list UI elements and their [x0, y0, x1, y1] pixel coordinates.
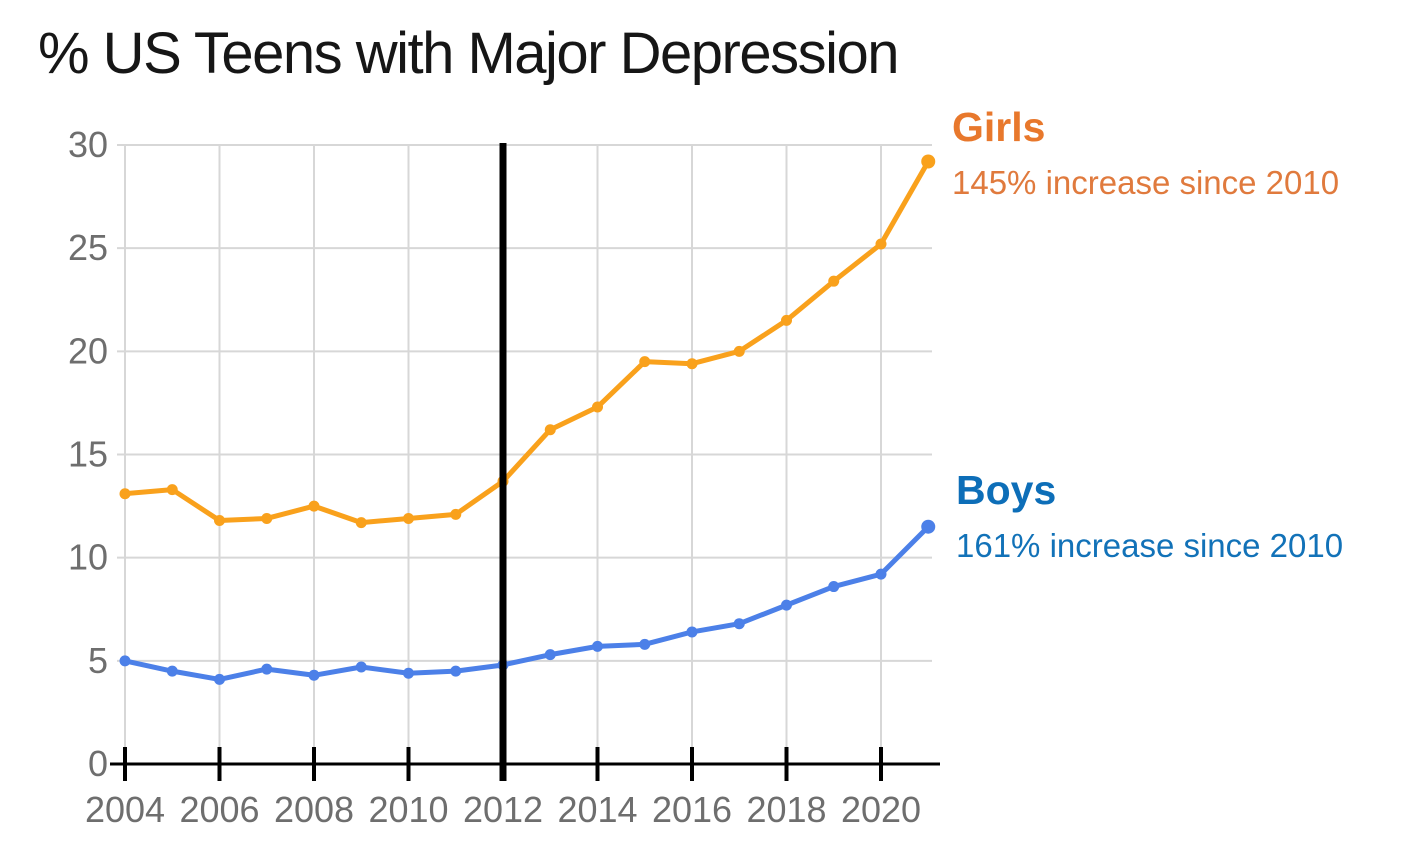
x-tick-label: 2006: [179, 789, 259, 830]
girls-data-point: [686, 358, 698, 370]
girls-data-point: [544, 424, 556, 436]
boys-data-point: [450, 665, 462, 677]
y-tick-label: 15: [68, 434, 108, 475]
boys-data-point: [119, 655, 131, 667]
x-tick-label: 2004: [85, 789, 165, 830]
boys-data-point: [639, 638, 651, 650]
x-tick-label: 2014: [557, 789, 637, 830]
boys-data-point: [781, 599, 792, 611]
girls-data-point: [119, 488, 131, 500]
girls-data-point: [308, 500, 320, 512]
girls-data-point: [875, 238, 887, 250]
boys-data-point: [261, 663, 273, 675]
girls-data-point: [166, 484, 178, 496]
boys-data-point: [214, 673, 225, 685]
girls-increase-note: 145% increase since 2010: [952, 164, 1340, 202]
girls-data-point: [214, 515, 225, 527]
chart-title: % US Teens with Major Depression: [38, 21, 899, 86]
boys-data-point: [921, 519, 936, 534]
boys-data-point: [308, 669, 320, 681]
boys-data-point: [875, 568, 887, 580]
girls-data-point: [781, 314, 792, 326]
boys-series-label: Boys: [956, 467, 1057, 513]
girls-data-point: [355, 517, 367, 529]
boys-data-point: [544, 649, 556, 661]
boys-data-point: [166, 665, 178, 677]
boys-data-point: [592, 640, 603, 652]
girls-data-point: [450, 508, 462, 520]
boys-data-point: [828, 581, 840, 593]
girls-series-label: Girls: [952, 104, 1046, 150]
x-tick-label: 2008: [274, 789, 354, 830]
boys-data-point: [355, 661, 367, 673]
girls-data-point: [592, 401, 603, 413]
boys-data-point: [403, 667, 414, 679]
boys-increase-note: 161% increase since 2010: [956, 527, 1344, 565]
y-tick-label: 10: [68, 537, 108, 578]
y-tick-label: 25: [68, 227, 108, 268]
girls-data-point: [403, 512, 414, 524]
x-tick-label: 2020: [841, 789, 921, 830]
y-tick-label: 20: [68, 330, 108, 371]
girls-data-point: [639, 356, 651, 368]
x-tick-label: 2018: [746, 789, 826, 830]
y-tick-label: 30: [68, 124, 108, 165]
boys-data-point: [686, 626, 698, 638]
girls-line: [122, 159, 931, 526]
girls-data-point: [261, 512, 273, 524]
boys-legend: Boys 161% increase since 2010: [956, 467, 1344, 565]
boys-data-point: [733, 618, 745, 630]
y-tick-label: 5: [88, 640, 108, 681]
y-tick-label: 0: [88, 743, 108, 784]
x-tick-label: 2016: [652, 789, 732, 830]
x-tick-label: 2012: [463, 789, 543, 830]
girls-data-point: [921, 154, 936, 169]
girls-data-point: [828, 275, 840, 287]
girls-data-point: [733, 345, 745, 357]
x-tick-label: 2010: [368, 789, 448, 830]
boys-line: [122, 524, 931, 682]
girls-legend: Girls 145% increase since 2010: [952, 104, 1340, 202]
